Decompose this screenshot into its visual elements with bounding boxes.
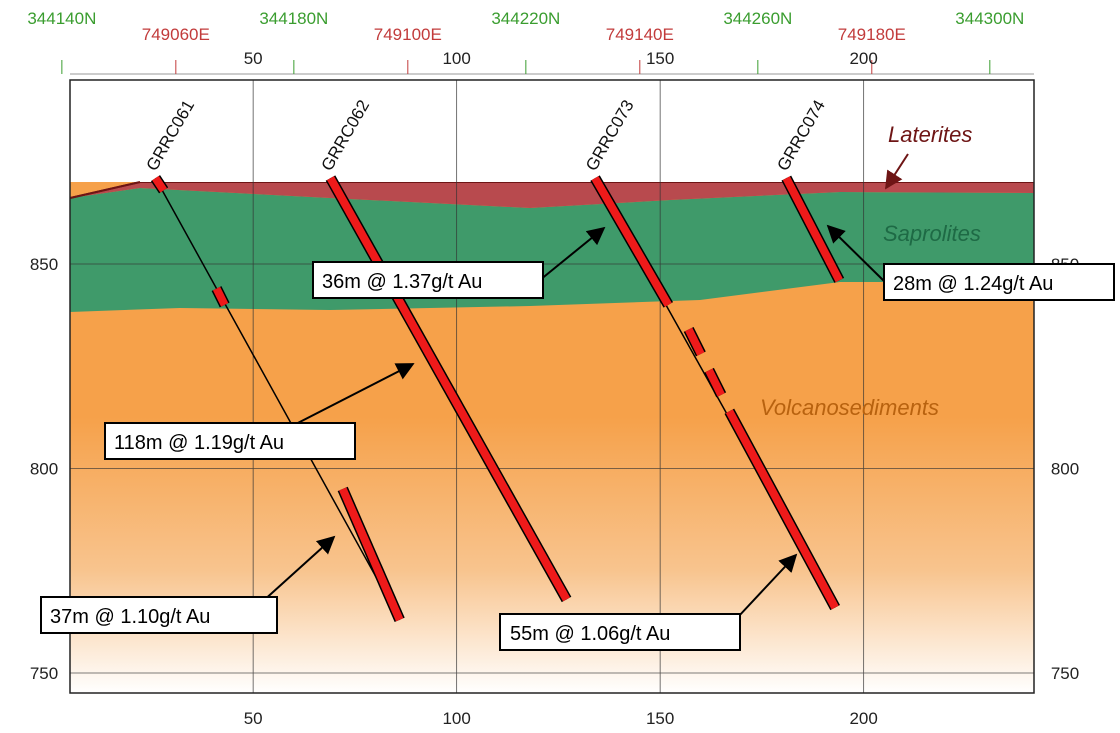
mineralised-interval <box>685 327 705 356</box>
easting-label: 749060E <box>142 25 210 44</box>
x-tick-label-top: 150 <box>646 49 674 68</box>
y-tick-label-left: 750 <box>30 664 58 683</box>
x-tick-label-bottom: 200 <box>849 709 877 728</box>
top-coordinate-axis: 344140N 749060E 344180N 749100E 344220N 74914… <box>27 9 1034 75</box>
mineralised-interval <box>591 176 672 307</box>
y-tick-label-left: 800 <box>30 460 58 479</box>
svg-text:55m @ 1.06g/t Au: 55m @ 1.06g/t Au <box>510 623 670 645</box>
plot-frame <box>69 79 1035 694</box>
northing-label: 344300N <box>955 9 1024 28</box>
axis-tick-labels: 5050100100150150200200850850800800750750 <box>30 49 1079 728</box>
y-tick-label-left: 850 <box>30 255 58 274</box>
x-tick-label-bottom: 100 <box>442 709 470 728</box>
mineralised-interval <box>152 175 167 193</box>
mineralised-interval <box>782 176 843 283</box>
svg-text:118m @ 1.19g/t Au: 118m @ 1.19g/t Au <box>114 432 284 454</box>
y-tick-label-right: 800 <box>1051 460 1079 479</box>
annotation-37m: 37m @ 1.10g/t Au <box>40 596 278 634</box>
plot-grid <box>70 80 1034 693</box>
mineralised-interval <box>326 176 571 602</box>
volcanosediments-label: Volcanosediments <box>760 395 939 420</box>
x-tick-label-top: 50 <box>244 49 263 68</box>
mineralised-interval <box>339 487 404 622</box>
easting-label: 749100E <box>374 25 442 44</box>
annotation-118m: 118m @ 1.19g/t Au <box>104 422 356 460</box>
x-tick-label-bottom: 150 <box>646 709 674 728</box>
y-tick-label-right: 750 <box>1051 664 1079 683</box>
annotation-55m: 55m @ 1.06g/t Au <box>499 613 741 651</box>
x-tick-label-top: 100 <box>442 49 470 68</box>
mineralised-interval <box>705 368 725 397</box>
x-tick-label-top: 200 <box>849 49 877 68</box>
northing-label: 344220N <box>491 9 560 28</box>
saprolites-layer <box>70 188 1034 312</box>
laterites-arrow <box>885 153 909 190</box>
northing-label: 344140N <box>27 9 96 28</box>
svg-text:28m @ 1.24g/t Au: 28m @ 1.24g/t Au <box>893 273 1053 295</box>
annotation-28m: 28m @ 1.24g/t Au <box>883 263 1115 301</box>
svg-text:37m @ 1.10g/t Au: 37m @ 1.10g/t Au <box>50 606 210 628</box>
drill-trace <box>154 177 401 621</box>
northing-label: 344180N <box>259 9 328 28</box>
svg-text:36m @ 1.37g/t Au: 36m @ 1.37g/t Au <box>322 271 482 293</box>
mineralised-interval <box>212 286 229 307</box>
northing-label: 344260N <box>723 9 792 28</box>
easting-label: 749140E <box>606 25 674 44</box>
mineralised-interval <box>725 409 839 610</box>
x-tick-label-bottom: 50 <box>244 709 263 728</box>
laterites-label: Laterites <box>888 122 972 147</box>
annotation-36m: 36m @ 1.37g/t Au <box>312 261 544 299</box>
saprolites-label: Saprolites <box>883 221 981 246</box>
easting-label: 749180E <box>838 25 906 44</box>
annotation-arrows <box>261 224 886 618</box>
